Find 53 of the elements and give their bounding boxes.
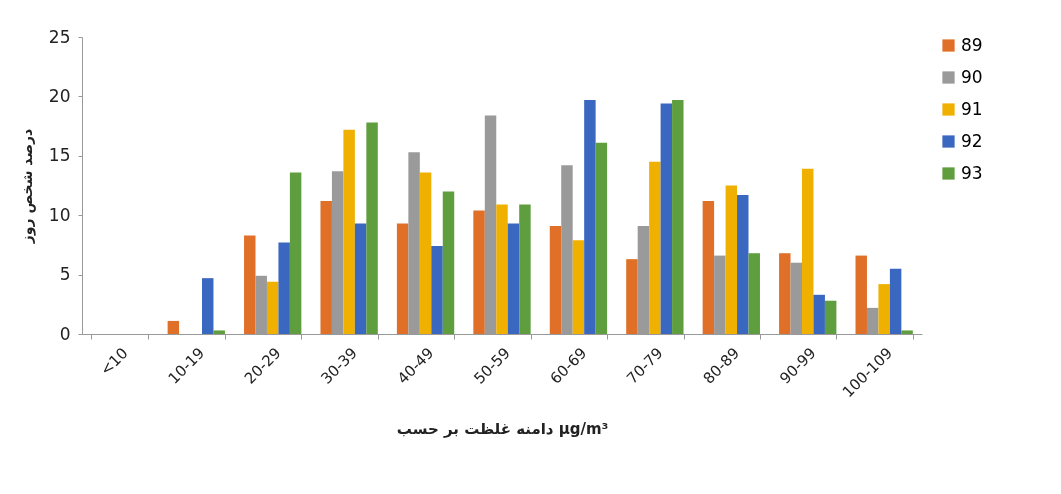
- bar: [213, 330, 225, 334]
- bar: [878, 284, 890, 334]
- legend-label: 91: [961, 98, 983, 119]
- bar: [813, 294, 825, 334]
- bar: [419, 172, 432, 334]
- legend-label: 92: [961, 130, 983, 151]
- bar: [725, 185, 738, 334]
- bar: [649, 161, 661, 334]
- bar: [737, 195, 749, 334]
- bar: [366, 122, 378, 334]
- bar: [396, 223, 409, 334]
- bar: [167, 320, 180, 334]
- bar: [278, 242, 290, 334]
- bar: [507, 223, 520, 334]
- y-tick-label: 0: [59, 323, 71, 344]
- bar: [549, 225, 562, 334]
- bar: [660, 103, 673, 334]
- bar: [901, 330, 913, 334]
- y-tick-label: 5: [59, 264, 71, 285]
- bar: [442, 191, 455, 334]
- bar: [431, 246, 443, 334]
- bar: [320, 200, 332, 334]
- bar: [343, 129, 355, 334]
- legend-label: 89: [961, 34, 983, 55]
- y-tick-label: 10: [48, 204, 71, 225]
- bar: [779, 253, 791, 334]
- bar: [889, 268, 902, 334]
- bar: [672, 99, 684, 334]
- bar: [289, 172, 302, 334]
- bar: [702, 200, 715, 334]
- legend-label: 93: [961, 162, 983, 183]
- bar: [519, 204, 531, 334]
- bar: [202, 278, 214, 334]
- legend-label: 90: [961, 66, 983, 87]
- bar: [855, 255, 867, 334]
- bar: [748, 253, 760, 334]
- y-tick-label: 15: [48, 145, 71, 166]
- bar: [572, 240, 585, 334]
- bar: [354, 223, 367, 334]
- bar: [496, 204, 508, 334]
- x-axis-title: دامنه غلظت بر حسب µg/m³: [396, 420, 609, 439]
- bar: [626, 259, 638, 334]
- bar: [473, 210, 485, 334]
- y-tick-label: 20: [48, 85, 71, 106]
- bar: [595, 142, 608, 334]
- y-tick-label: 25: [48, 26, 71, 47]
- y-axis-title: درصد شخص روز: [18, 128, 36, 245]
- bar: [824, 300, 837, 334]
- bar: [802, 168, 814, 334]
- bar: [266, 281, 279, 334]
- x-tick-label: <10: [96, 344, 132, 380]
- bar: [584, 99, 596, 334]
- bar: [244, 235, 256, 334]
